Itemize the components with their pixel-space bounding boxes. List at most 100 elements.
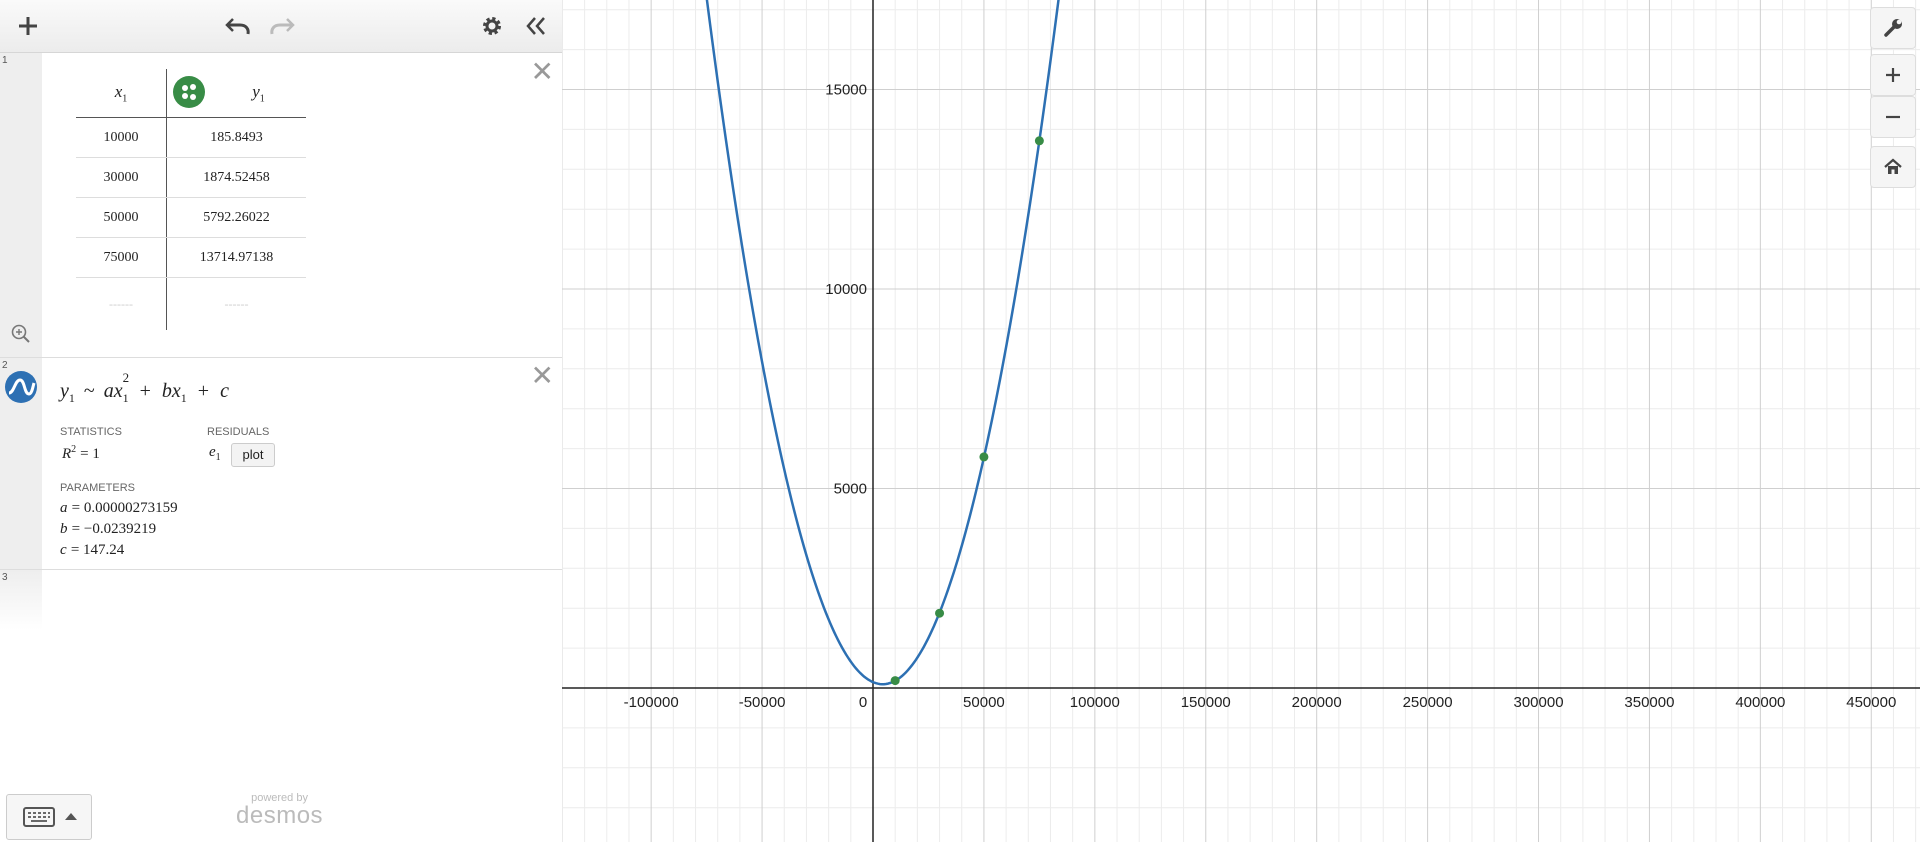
expression-3-index: 3	[2, 572, 8, 583]
residual-var: e	[209, 444, 216, 460]
data-point[interactable]	[935, 608, 945, 618]
y-tick-label: 5000	[834, 481, 867, 498]
table-cell-x[interactable]: 75000	[76, 237, 167, 278]
keyboard-icon	[23, 807, 77, 827]
column-header-y[interactable]: y1	[166, 69, 306, 118]
table-row-placeholder: ------ ------	[76, 277, 306, 330]
y-tick-label: 15000	[825, 82, 867, 99]
formula-x2: x	[171, 380, 181, 402]
regression-formula[interactable]: y1 ~ ax 2 1 + bx1 + c	[60, 370, 229, 406]
delete-expression-2-button[interactable]: ✕	[530, 360, 554, 391]
home-button[interactable]	[1870, 146, 1916, 188]
formula-sq: 2	[122, 370, 130, 385]
expression-1-index: 1	[2, 55, 8, 66]
placeholder-cell-x[interactable]: ------	[76, 277, 167, 330]
r-squared-r: R	[62, 446, 72, 462]
table-header: x1 y1	[76, 69, 306, 118]
expression-3[interactable]: 3	[0, 570, 562, 630]
table-cell-y[interactable]: 13714.97138	[166, 237, 306, 278]
point-style-icon[interactable]	[173, 76, 205, 108]
expression-3-gutter	[0, 570, 42, 630]
table-row: 75000 13714.97138	[76, 237, 306, 278]
formula-plus-2: +	[197, 380, 210, 402]
table-cell-x[interactable]: 50000	[76, 197, 167, 238]
formula-x-sub: 1	[122, 391, 129, 405]
formula-c: c	[220, 380, 229, 402]
graph-canvas[interactable]: -100000 -50000 0 50000 100000 150000 200000 250…	[539, 0, 1920, 842]
column-x-sub: 1	[122, 93, 128, 105]
x-tick-label: 0	[859, 694, 867, 711]
parameter-name: b	[60, 521, 68, 537]
table-cell-y[interactable]: 1874.52458	[166, 157, 306, 198]
placeholder-cell-y[interactable]: ------	[224, 296, 249, 311]
collapse-icon[interactable]	[520, 10, 552, 42]
x-tick-label: -100000	[624, 694, 679, 711]
table-cell-y[interactable]: 185.8493	[166, 117, 306, 158]
delete-expression-1-button[interactable]: ✕	[530, 56, 554, 87]
plot-residuals-button[interactable]: plot	[231, 443, 275, 467]
expression-2[interactable]: 2 ✕ y1 ~ ax 2 1 + bx1 + c STATISTICS R2 = 1…	[0, 358, 562, 570]
zoom-in-icon	[1886, 68, 1900, 82]
home-icon	[1884, 158, 1902, 174]
formula-plus-1: +	[139, 380, 151, 402]
expression-panel: 1 ✕ x1 y1 10000 185.8493 30000 1874.5245…	[0, 0, 563, 842]
table-row: 10000 185.8493	[76, 117, 306, 158]
x-tick-label: 250000	[1403, 694, 1453, 711]
column-y-sub: 1	[259, 93, 265, 105]
x-tick-label: 150000	[1181, 694, 1231, 711]
parameter-c: c = 147.24	[60, 541, 124, 559]
x-tick-label: 200000	[1292, 694, 1342, 711]
x-tick-label: 50000	[963, 694, 1005, 711]
x-tick-label: 450000	[1846, 694, 1896, 711]
zoom-fit-icon[interactable]	[10, 323, 32, 350]
column-x-var: x	[114, 81, 123, 101]
graph-svg[interactable]: -100000 -50000 0 50000 100000 150000 200000 250…	[539, 0, 1920, 842]
formula-y-sub: 1	[68, 391, 75, 405]
keyboard-toggle-button[interactable]	[6, 794, 92, 840]
x-tick-label: 400000	[1735, 694, 1785, 711]
undo-icon[interactable]	[222, 10, 254, 42]
data-point[interactable]	[979, 452, 989, 462]
expression-toolbar	[0, 0, 562, 53]
parameter-value: = 147.24	[70, 542, 125, 558]
parameter-b: b = −0.0239219	[60, 520, 156, 538]
x-tick-label: -50000	[739, 694, 786, 711]
parameter-name: c	[60, 542, 67, 558]
expression-1[interactable]: 1 ✕	[0, 53, 562, 358]
table-cell-x[interactable]: 30000	[76, 157, 167, 198]
gear-icon[interactable]	[476, 10, 508, 42]
plus-icon[interactable]	[12, 10, 44, 42]
formula-x: x	[113, 380, 123, 402]
column-header-x[interactable]: x1	[76, 69, 167, 118]
expression-1-gutter	[0, 53, 42, 357]
x-tick-label: 100000	[1070, 694, 1120, 711]
powered-by-text: powered by	[251, 792, 308, 804]
parameter-name: a	[60, 500, 68, 516]
zoom-in-button[interactable]	[1870, 54, 1916, 96]
formula-tilde: ~	[83, 380, 95, 402]
redo-icon[interactable]	[266, 10, 298, 42]
regression-icon[interactable]	[5, 371, 37, 403]
data-point[interactable]	[1034, 136, 1044, 146]
formula-y: y	[60, 380, 69, 402]
formula-a: a	[103, 380, 114, 402]
formula-b: b	[161, 380, 172, 402]
residuals-label: RESIDUALS	[207, 426, 270, 438]
residual-variable: e1	[209, 444, 221, 463]
desmos-text: desmos	[236, 802, 324, 829]
regression-curve[interactable]	[562, 0, 1920, 686]
zoom-out-button[interactable]	[1870, 96, 1916, 138]
formula-x2-sub: 1	[180, 391, 187, 405]
residual-sub: 1	[215, 452, 221, 463]
x-tick-label: 350000	[1624, 694, 1674, 711]
parameter-value: = −0.0239219	[71, 521, 157, 537]
column-y-var: y	[252, 81, 260, 101]
data-point[interactable]	[890, 676, 900, 686]
powered-by-desmos-logo: powered by desmos	[236, 792, 323, 828]
graph-settings-button[interactable]	[1870, 7, 1916, 49]
x-tick-label: 300000	[1513, 694, 1563, 711]
r-squared-sup: 2	[71, 444, 77, 455]
parameters-label: PARAMETERS	[60, 482, 135, 494]
table-cell-y[interactable]: 5792.26022	[166, 197, 306, 238]
table-cell-x[interactable]: 10000	[76, 117, 167, 158]
